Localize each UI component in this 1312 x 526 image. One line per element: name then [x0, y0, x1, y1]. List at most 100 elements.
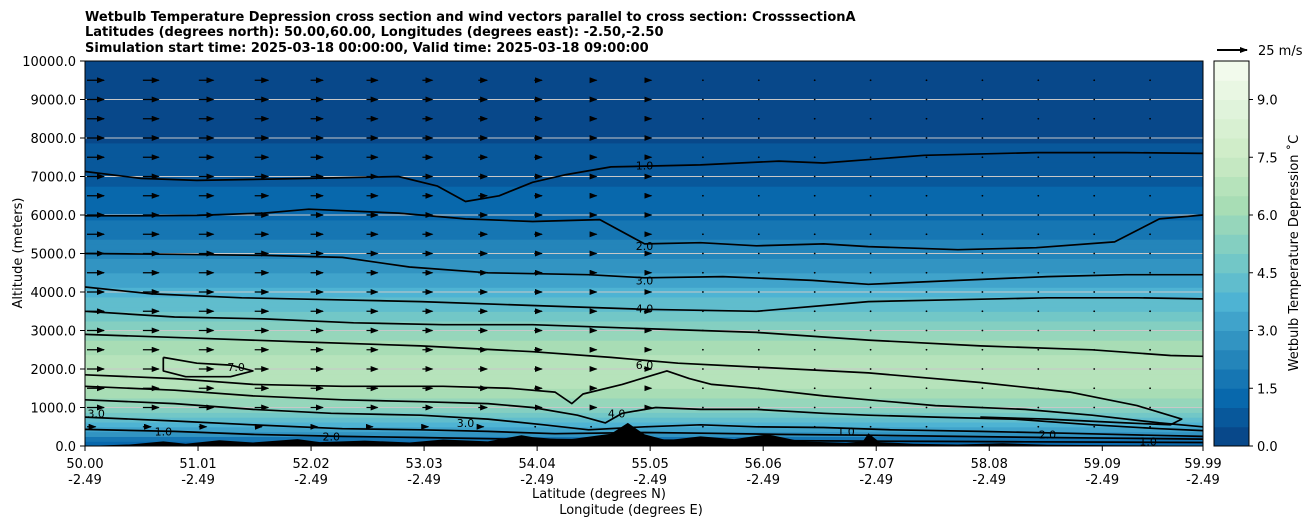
wind-vector-dot — [1205, 99, 1207, 101]
x-tick-label-lat: 52.02 — [292, 457, 329, 472]
field-band — [85, 301, 1203, 308]
wind-vector-dot — [869, 348, 872, 351]
wind-vector-dot — [702, 79, 704, 82]
x-tick-label-lat: 59.99 — [1184, 457, 1221, 472]
colorbar-band — [1214, 61, 1249, 81]
field-band — [85, 364, 1203, 370]
wind-vector-dot — [869, 117, 872, 120]
wind-vector-dot — [925, 137, 928, 139]
y-tick-label: 6000.0 — [31, 209, 77, 224]
wind-vector-dot — [925, 98, 928, 101]
wind-vector-dot — [981, 79, 984, 82]
colorbar-tick-label: 1.5 — [1257, 382, 1278, 397]
y-tick-label: 3000.0 — [31, 325, 77, 340]
field-band — [85, 205, 1203, 211]
wind-vector-dot — [925, 329, 928, 332]
field-band — [85, 186, 1203, 192]
wind-vector-dot — [757, 425, 760, 428]
field-band — [85, 85, 1203, 91]
contour-label: 3.0 — [636, 274, 654, 287]
field-band — [85, 426, 1203, 433]
wind-vector-dot — [925, 387, 928, 390]
wind-vector-dot — [1093, 175, 1096, 178]
wind-vector-dot — [757, 329, 760, 332]
chart-title-line-3: Simulation start time: 2025-03-18 00:00:… — [85, 41, 649, 56]
x-tick-label-lat: 54.04 — [519, 457, 556, 472]
field-band — [85, 128, 1203, 134]
wind-vector-dot — [869, 137, 872, 139]
colorbar-band — [1214, 157, 1249, 177]
wind-vector-dot — [925, 214, 928, 216]
wind-vector-dot — [1093, 368, 1096, 370]
field-band — [85, 253, 1203, 259]
wind-vector-dot — [702, 156, 704, 159]
wind-vectors — [87, 77, 1207, 430]
wind-vector-dot — [813, 425, 816, 428]
wind-vector-dot — [1093, 117, 1096, 120]
field-band — [85, 200, 1203, 206]
wind-vector-dot — [702, 271, 704, 274]
wind-vector-dot — [869, 271, 872, 274]
y-tick-label: 9000.0 — [31, 94, 77, 109]
wind-vector-dot — [925, 348, 928, 351]
wind-vector-dot — [981, 329, 984, 332]
wind-vector-dot — [869, 233, 872, 236]
contour-line — [85, 151, 1203, 203]
wind-vector-dot — [702, 310, 704, 313]
field-band — [85, 335, 1203, 341]
wind-vector-dot — [1205, 407, 1207, 409]
field-band — [85, 210, 1203, 216]
colorbar-band — [1214, 272, 1249, 293]
contour-line — [85, 252, 1203, 286]
colorbar-band — [1214, 369, 1249, 389]
terrain — [85, 422, 1203, 446]
wind-vector-dot — [1093, 252, 1096, 255]
field-band — [85, 272, 1203, 279]
wind-vector-dot — [1149, 252, 1151, 255]
wind-vector-dot — [981, 194, 984, 197]
colorbar-tick-label: 3.0 — [1257, 325, 1278, 340]
wind-vector-dot — [1093, 387, 1096, 390]
colorbar-band — [1214, 118, 1249, 139]
wind-vector-dot — [1149, 348, 1151, 351]
wind-vector-dot — [869, 252, 872, 255]
field-band — [85, 215, 1203, 221]
x-tick-label-lon: -2.49 — [68, 473, 102, 488]
colorbar-band — [1214, 195, 1249, 216]
wind-vector-dot — [981, 156, 984, 159]
field-band — [85, 166, 1203, 173]
wind-vector-dot — [981, 406, 984, 409]
field-band — [85, 383, 1203, 389]
wind-vector-dot — [925, 271, 928, 274]
wind-vector-dot — [1149, 425, 1151, 428]
wind-vector-dot — [813, 310, 816, 313]
colorbar-band — [1214, 292, 1249, 312]
colorbar-band — [1214, 330, 1249, 351]
wind-vector-dot — [1093, 214, 1096, 216]
colorbar-tick-label: 6.0 — [1257, 209, 1278, 224]
x-tick-label-lat: 56.06 — [745, 457, 782, 472]
wind-vector-dot — [1205, 291, 1207, 293]
y-tick-label: 0.0 — [55, 440, 76, 455]
wind-vector-dot — [1093, 406, 1096, 409]
wind-vector-dot — [1093, 348, 1096, 351]
wind-vector-dot — [981, 137, 984, 139]
wind-vector-dot — [981, 252, 984, 255]
colorbar-band — [1214, 253, 1249, 274]
wind-vector-dot — [702, 214, 704, 216]
x-axis-label-latitude: Latitude (degrees N) — [532, 487, 666, 502]
field-band — [85, 340, 1203, 346]
field-band — [85, 133, 1203, 139]
wind-vector-dot — [1093, 79, 1096, 82]
wind-vector-dot — [1037, 79, 1040, 82]
wind-vector-dot — [1093, 329, 1096, 332]
wind-vector-dot — [757, 194, 760, 197]
plot-area: 1.02.03.04.06.07.04.03.03.02.0 2.01.0 1.01… — [84, 60, 1207, 447]
wind-vector-dot — [1037, 137, 1040, 139]
wind-vector-dot — [1093, 156, 1096, 159]
x-tick-label-lon: -2.49 — [520, 473, 554, 488]
x-tick-label-lon: -2.49 — [1085, 473, 1119, 488]
field-band — [85, 296, 1203, 303]
wind-vector-dot — [757, 137, 760, 139]
